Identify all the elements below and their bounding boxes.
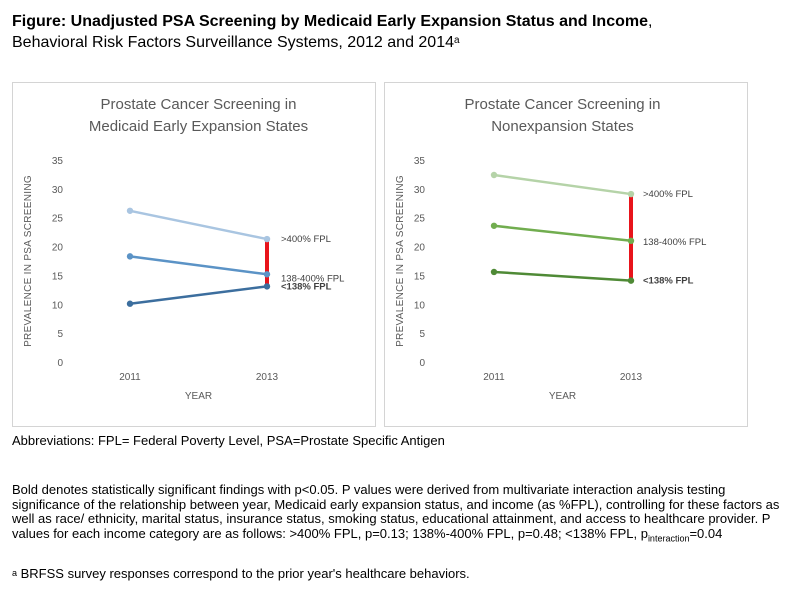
chart-expansion-states: Prostate Cancer Screening in Medicaid Ear… xyxy=(23,96,344,402)
data-point xyxy=(627,277,635,284)
y-tick-label: 25 xyxy=(414,214,426,225)
figure-title-rest: Behavioral Risk Factors Surveillance Sys… xyxy=(12,34,454,51)
x-axis-label: YEAR xyxy=(185,391,212,402)
series-line xyxy=(128,255,269,276)
significance-notes: Bold denotes statistically significant f… xyxy=(12,482,787,546)
y-tick-label: 10 xyxy=(414,300,426,311)
series-label: >400% FPL xyxy=(281,234,331,245)
y-tick-label: 10 xyxy=(52,300,64,311)
chart-nonexpansion-states: Prostate Cancer Screening in Nonexpansion… xyxy=(395,96,706,402)
x-tick-label: 2013 xyxy=(256,372,279,383)
notes-subscript: interaction xyxy=(647,533,690,544)
y-axis-label: PREVALENCE IN PSA SCREENING xyxy=(395,175,406,347)
y-tick-label: 30 xyxy=(52,185,64,196)
footnote-text: BRFSS survey responses correspond to the… xyxy=(17,566,470,581)
series-label: <138% FPL xyxy=(643,276,694,287)
y-tick-label: 0 xyxy=(57,358,63,369)
notes-main-text: Bold denotes statistically significant f… xyxy=(12,482,780,541)
data-point xyxy=(263,235,271,243)
abbreviations-note: Abbreviations: FPL= Federal Poverty Leve… xyxy=(12,433,445,448)
y-axis-label: PREVALENCE IN PSA SCREENING xyxy=(23,175,34,347)
y-tick-label: 30 xyxy=(414,185,426,196)
chart-title-line: Medicaid Early Expansion States xyxy=(89,118,308,135)
series-label: 138-400% FPL xyxy=(281,273,344,284)
figure-title-superscript: a xyxy=(454,35,460,46)
series-line xyxy=(492,224,633,243)
data-point xyxy=(490,268,498,276)
figure-title-bold: Figure: Unadjusted PSA Screening by Medi… xyxy=(12,13,648,30)
series-label: 138-400% FPL xyxy=(643,237,706,248)
series-line xyxy=(128,285,269,305)
series-line xyxy=(492,270,633,282)
chart-title-line: Prostate Cancer Screening in xyxy=(465,96,661,113)
x-tick-label: 2013 xyxy=(620,372,643,383)
data-point xyxy=(126,253,134,260)
figure-title: Figure: Unadjusted PSA Screening by Medi… xyxy=(12,11,787,53)
chart-title-line: Nonexpansion States xyxy=(491,118,634,135)
data-point xyxy=(263,271,271,278)
x-tick-label: 2011 xyxy=(483,372,505,383)
figure-title-comma: , xyxy=(648,13,653,30)
y-tick-label: 0 xyxy=(419,358,425,369)
series-label: >400% FPL xyxy=(643,189,693,200)
data-point xyxy=(627,190,635,198)
data-point xyxy=(627,237,635,244)
chart-panel-nonexpansion: Prostate Cancer Screening in Nonexpansion… xyxy=(384,82,748,427)
chart-title-line: Prostate Cancer Screening in xyxy=(101,96,297,113)
x-tick-label: 2011 xyxy=(119,372,141,383)
y-tick-label: 5 xyxy=(57,329,63,340)
notes-end-text: =0.04 xyxy=(689,525,723,541)
data-point xyxy=(490,171,498,179)
x-axis-label: YEAR xyxy=(549,391,576,402)
y-tick-label: 5 xyxy=(419,329,425,340)
data-point xyxy=(490,222,498,229)
y-tick-label: 25 xyxy=(52,214,64,225)
series-label: <138% FPL xyxy=(281,281,332,292)
series-line xyxy=(492,173,633,196)
data-point xyxy=(263,283,271,290)
y-tick-label: 15 xyxy=(52,271,64,282)
footnote: a BRFSS survey responses correspond to t… xyxy=(12,566,470,581)
data-point xyxy=(126,300,134,307)
data-point xyxy=(126,207,134,214)
series-line xyxy=(128,209,269,241)
y-tick-label: 20 xyxy=(414,243,426,254)
y-tick-label: 15 xyxy=(414,271,426,282)
chart-panel-expansion: Prostate Cancer Screening in Medicaid Ear… xyxy=(12,82,376,427)
y-tick-label: 35 xyxy=(52,156,64,167)
footnote-marker: a xyxy=(12,568,18,578)
y-tick-label: 35 xyxy=(414,156,426,167)
y-tick-label: 20 xyxy=(52,243,64,254)
